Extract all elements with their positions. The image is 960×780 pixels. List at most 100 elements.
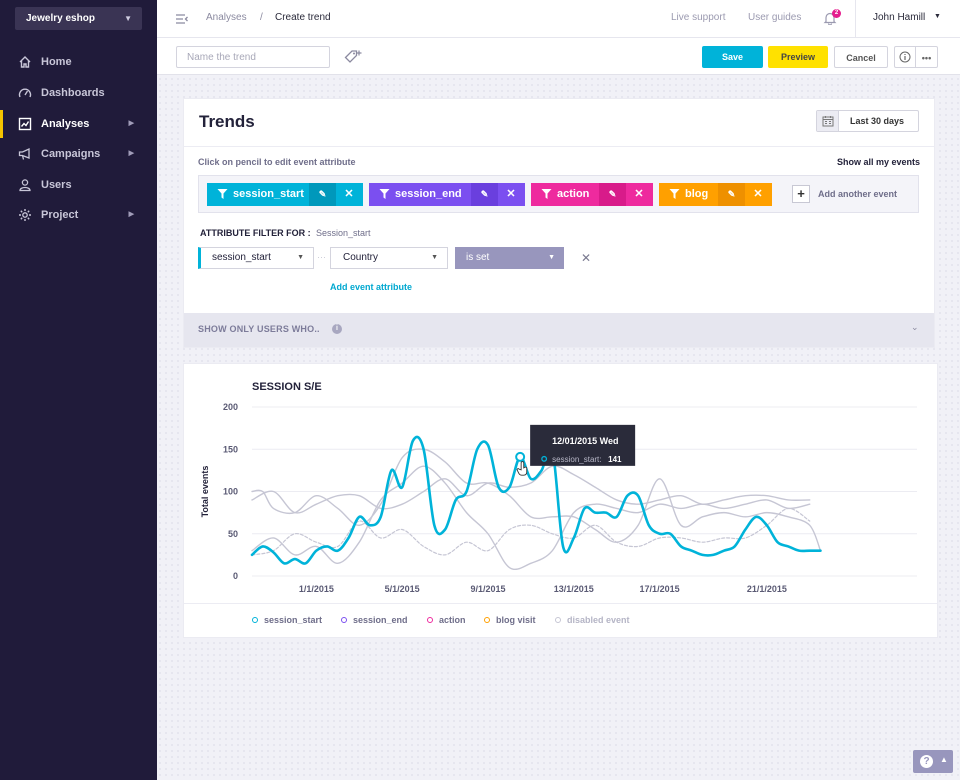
tooltip-marker	[541, 455, 548, 462]
show-only-users-label: SHOW ONLY USERS WHO..	[198, 324, 320, 334]
y-tick-label: 100	[223, 487, 238, 497]
caret-down-icon: ▼	[431, 254, 438, 261]
filter-event-value: session_start	[212, 252, 271, 263]
add-event-attribute-link[interactable]: Add event attribute	[330, 282, 413, 292]
close-icon[interactable]: ✕	[634, 188, 644, 200]
user-menu[interactable]: John Hamill	[873, 12, 926, 23]
chevron-right-icon: ▶	[128, 211, 134, 218]
sidebar-item-project[interactable]: Project ▶	[0, 201, 157, 229]
legend-label: blog visit	[496, 615, 536, 625]
collapse-menu-icon[interactable]	[175, 12, 189, 26]
tooltip-box	[530, 424, 636, 466]
pencil-icon[interactable]: ✎	[718, 183, 745, 206]
info-icon[interactable]: i	[332, 324, 342, 334]
breadcrumb-separator: /	[260, 12, 263, 23]
x-tick-label: 1/1/2015	[299, 584, 334, 594]
legend-label: disabled event	[567, 615, 630, 625]
save-button[interactable]: Save	[702, 46, 763, 68]
cancel-button[interactable]: Cancel	[834, 46, 888, 68]
legend-marker	[484, 617, 490, 623]
pencil-icon[interactable]: ✎	[599, 183, 626, 206]
event-chip-session-end[interactable]: session_end ✎ ✕	[369, 183, 525, 206]
y-tick-label: 0	[233, 571, 238, 581]
filter-icon	[669, 189, 680, 199]
chevron-up-icon: ▲	[940, 755, 948, 764]
users-icon	[19, 179, 31, 192]
filter-icon	[379, 189, 390, 199]
caret-down-icon[interactable]: ▼	[934, 13, 941, 20]
add-tag-icon[interactable]	[344, 49, 362, 65]
divider	[184, 146, 934, 147]
help-widget[interactable]: ? ▲	[913, 750, 953, 773]
close-icon[interactable]: ✕	[506, 188, 516, 200]
separator-dots: ···	[317, 252, 326, 262]
preview-button[interactable]: Preview	[768, 46, 828, 68]
divider	[855, 0, 856, 38]
event-chip-label: session_start	[233, 188, 304, 200]
sidebar-item-dashboards[interactable]: Dashboards	[0, 79, 157, 107]
gear-icon	[19, 209, 31, 221]
info-button[interactable]	[894, 46, 916, 68]
help-icon: ?	[920, 755, 933, 768]
legend-label: session_start	[264, 615, 323, 625]
tooltip-value: 141	[608, 455, 622, 464]
caret-down-icon: ▼	[297, 254, 304, 261]
event-chip-session-start[interactable]: session_start ✎ ✕	[207, 183, 363, 206]
sidebar-item-users[interactable]: Users	[0, 171, 157, 199]
series-line-disabled-event	[251, 448, 822, 552]
event-chip-label: blog	[685, 188, 709, 200]
filter-icon	[217, 189, 228, 199]
pencil-icon[interactable]: ✎	[471, 183, 498, 206]
legend-marker	[252, 617, 258, 623]
page-title: Trends	[199, 112, 255, 131]
more-options-button[interactable]: •••	[916, 46, 938, 68]
sidebar-item-analyses[interactable]: Analyses ▶	[0, 110, 157, 138]
date-range-picker[interactable]: Last 30 days	[816, 110, 919, 132]
add-event-link[interactable]: Add another event	[818, 189, 898, 199]
y-axis-label: Total events	[200, 466, 210, 518]
toolbar: Save Preview Cancel •••	[157, 38, 960, 75]
pencil-icon[interactable]: ✎	[309, 183, 336, 206]
workspace-selector[interactable]: Jewelry eshop ▼	[15, 7, 142, 30]
close-icon[interactable]: ✕	[753, 188, 763, 200]
show-all-events-link[interactable]: Show all my events	[837, 157, 921, 167]
sidebar-item-label: Analyses	[41, 118, 90, 130]
sidebar-item-label: Dashboards	[41, 87, 105, 99]
trend-name-input[interactable]	[176, 46, 330, 68]
attribute-filter-event: Session_start	[316, 228, 371, 238]
sidebar-item-label: Users	[41, 179, 72, 191]
series-line-session_start	[250, 435, 822, 565]
event-chip-action[interactable]: action ✎ ✕	[531, 183, 653, 206]
filter-attribute-select[interactable]: Country ▼	[330, 247, 448, 269]
series-line-disabled-event	[251, 465, 811, 571]
info-icon	[899, 51, 911, 63]
legend-marker	[341, 617, 347, 623]
filter-attribute-value: Country	[343, 252, 379, 263]
filter-operator-select[interactable]: is set ▼	[455, 247, 564, 269]
remove-filter-icon[interactable]: ✕	[581, 251, 592, 265]
add-event-button[interactable]: +	[792, 185, 810, 203]
sidebar-item-campaigns[interactable]: Campaigns ▶	[0, 140, 157, 168]
workspace-name: Jewelry eshop	[26, 13, 95, 24]
filter-event-select[interactable]: session_start ▼	[198, 247, 314, 269]
event-chip-blog[interactable]: blog ✎ ✕	[659, 183, 772, 206]
breadcrumb-current: Create trend	[275, 12, 331, 23]
live-support-link[interactable]: Live support	[671, 12, 726, 23]
edit-hint: Click on pencil to edit event attribute	[198, 157, 356, 167]
chevron-down-icon[interactable]: ⌄	[911, 322, 919, 332]
y-tick-label: 50	[228, 529, 238, 539]
top-bar: Analyses / Create trend Live support Use…	[157, 0, 960, 38]
caret-down-icon: ▼	[124, 14, 132, 23]
close-icon[interactable]: ✕	[344, 188, 354, 200]
user-guides-link[interactable]: User guides	[748, 12, 802, 23]
filter-operator-value: is set	[466, 252, 490, 263]
events-list: session_start ✎ ✕ session_end ✎ ✕ action ✎ ✕ blog…	[198, 175, 919, 213]
sidebar-item-home[interactable]: Home	[0, 48, 157, 76]
sidebar-item-label: Campaigns	[41, 148, 101, 160]
filter-icon	[541, 189, 552, 199]
tooltip-date: 12/01/2015 Wed	[552, 436, 618, 446]
show-only-users-section[interactable]: SHOW ONLY USERS WHO.. i ⌄	[184, 313, 934, 347]
x-tick-label: 13/1/2015	[554, 584, 594, 594]
x-tick-label: 21/1/2015	[747, 584, 787, 594]
breadcrumb-analyses[interactable]: Analyses	[206, 12, 247, 23]
